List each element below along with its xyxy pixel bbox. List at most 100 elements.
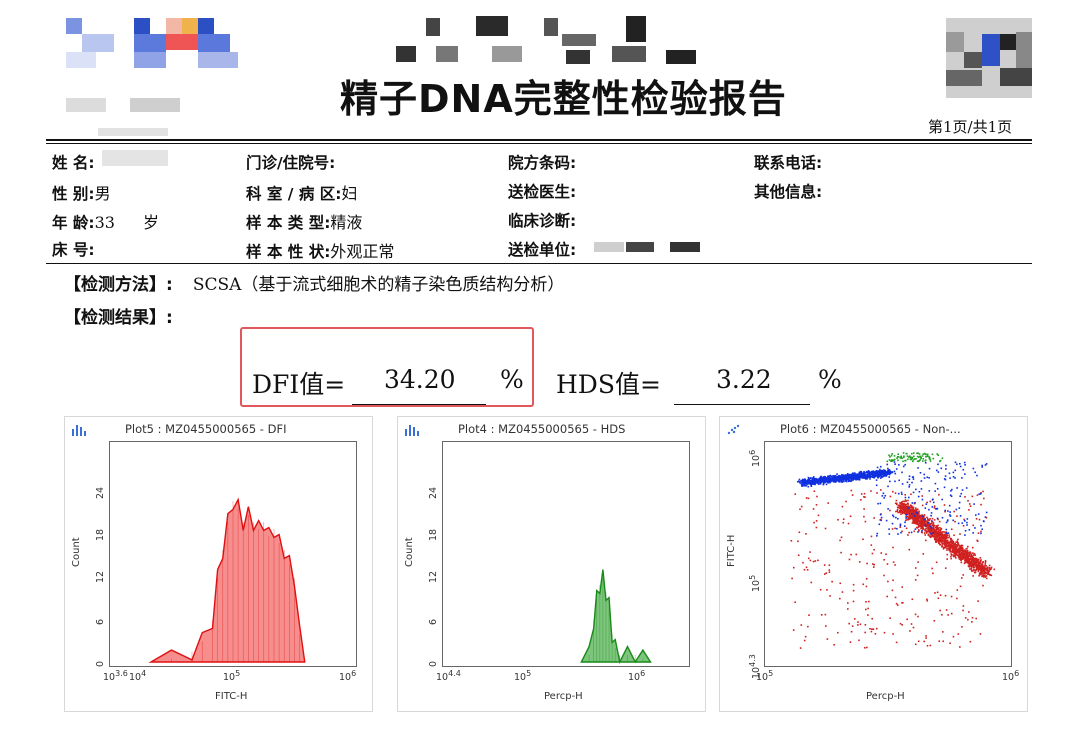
scatter-point bbox=[879, 513, 882, 516]
scatter-point bbox=[950, 557, 952, 560]
scatter-point bbox=[934, 534, 936, 537]
scatter-point bbox=[896, 604, 899, 606]
scatter-point bbox=[973, 563, 975, 565]
scatter-point bbox=[984, 573, 986, 575]
scatter-point bbox=[914, 509, 916, 512]
scatter-point bbox=[929, 458, 931, 461]
scatter-point bbox=[925, 456, 927, 458]
scatter-point bbox=[941, 613, 943, 616]
scatter-point bbox=[978, 574, 980, 577]
scatter-point bbox=[979, 569, 982, 571]
scatter-point bbox=[858, 639, 860, 642]
scatter-point bbox=[915, 458, 917, 460]
scatter-point bbox=[936, 453, 939, 455]
scatter-point bbox=[866, 646, 868, 649]
scatter-point bbox=[822, 483, 825, 486]
scatter-point bbox=[901, 623, 903, 626]
scatter-point bbox=[807, 478, 810, 480]
scatter-point bbox=[936, 487, 939, 490]
scatter-point bbox=[945, 540, 948, 542]
scatter-point bbox=[867, 607, 869, 610]
scatter-point bbox=[863, 646, 866, 649]
scatter-point bbox=[948, 472, 951, 475]
scatter-point bbox=[900, 513, 902, 515]
scatter-point bbox=[914, 528, 917, 530]
scatter-point bbox=[932, 532, 935, 534]
scatter-point bbox=[850, 489, 853, 492]
name-field: 姓 名: bbox=[52, 151, 95, 173]
scatter-point bbox=[875, 627, 878, 630]
scatter-point bbox=[860, 472, 863, 475]
scatter-point bbox=[890, 460, 893, 463]
scatter-point bbox=[917, 531, 919, 533]
scatter-point bbox=[925, 453, 927, 456]
scatter-point bbox=[960, 552, 962, 555]
scatter-point bbox=[853, 473, 856, 475]
scatter-point bbox=[834, 481, 837, 483]
scatter-point bbox=[883, 473, 886, 476]
y-tick-label: 6 bbox=[95, 618, 106, 625]
scatter-point bbox=[922, 553, 925, 555]
scatter-point bbox=[938, 532, 940, 534]
scatter-point bbox=[908, 478, 911, 481]
scatter-point bbox=[910, 517, 913, 519]
scatter-point bbox=[871, 472, 874, 474]
scatter-point bbox=[862, 471, 865, 474]
scatter-point bbox=[930, 522, 933, 525]
scatter-point bbox=[899, 505, 901, 507]
scatter-point bbox=[926, 521, 928, 523]
scatter-point bbox=[937, 518, 939, 521]
scatter-point bbox=[949, 550, 951, 553]
scatter-point bbox=[959, 546, 961, 548]
scatter-point bbox=[952, 471, 955, 474]
scatter-point bbox=[931, 506, 934, 508]
scatter-point bbox=[957, 544, 960, 546]
scatter-point bbox=[950, 612, 953, 615]
scatter-point bbox=[903, 507, 906, 510]
scatter-point bbox=[932, 498, 934, 501]
scatter-point bbox=[831, 476, 833, 479]
scatter-point bbox=[935, 530, 938, 532]
scatter-point bbox=[969, 551, 971, 553]
scatter-point bbox=[866, 476, 869, 479]
scatter-point bbox=[933, 524, 936, 527]
scatter-point bbox=[981, 572, 983, 574]
scatter-point bbox=[850, 477, 852, 479]
scatter-point bbox=[872, 563, 874, 565]
scatter-point bbox=[937, 534, 940, 536]
scatter-point bbox=[913, 521, 915, 523]
scatter-point bbox=[949, 541, 952, 543]
panel-header: Plot6 : MZ0455000565 - Non-... bbox=[724, 421, 1023, 437]
scatter-point bbox=[882, 470, 885, 473]
scatter-point bbox=[971, 621, 973, 623]
scatter-point bbox=[902, 500, 904, 503]
scatter-point bbox=[931, 533, 934, 536]
scatter-point bbox=[808, 479, 811, 482]
scatter-point bbox=[889, 480, 891, 483]
scatter-point bbox=[922, 527, 924, 530]
scatter-point bbox=[954, 553, 956, 556]
scatter-point bbox=[980, 530, 982, 533]
scatter-point bbox=[889, 456, 891, 458]
scatter-point bbox=[958, 462, 961, 465]
scatter-point bbox=[902, 456, 905, 459]
scatter-point bbox=[974, 563, 977, 566]
scatter-point bbox=[833, 477, 835, 480]
scatter-point bbox=[952, 519, 954, 522]
scatter-point bbox=[853, 618, 856, 620]
scatter-point bbox=[943, 486, 946, 489]
scatter-point bbox=[830, 475, 833, 478]
scatter-point bbox=[946, 545, 948, 547]
scatter-point bbox=[985, 565, 987, 567]
scatter-point bbox=[910, 506, 913, 509]
scatter-point bbox=[820, 481, 822, 483]
scatter-point bbox=[969, 505, 972, 507]
scatter-point bbox=[866, 473, 869, 476]
scatter-point bbox=[912, 459, 915, 461]
scatter-point bbox=[914, 613, 917, 616]
chart-title: Plot6 : MZ0455000565 - Non-... bbox=[780, 422, 961, 436]
scatter-point bbox=[897, 511, 899, 514]
scatter-point bbox=[844, 479, 847, 482]
scatter-point bbox=[918, 522, 921, 524]
scatter-point bbox=[936, 591, 939, 594]
